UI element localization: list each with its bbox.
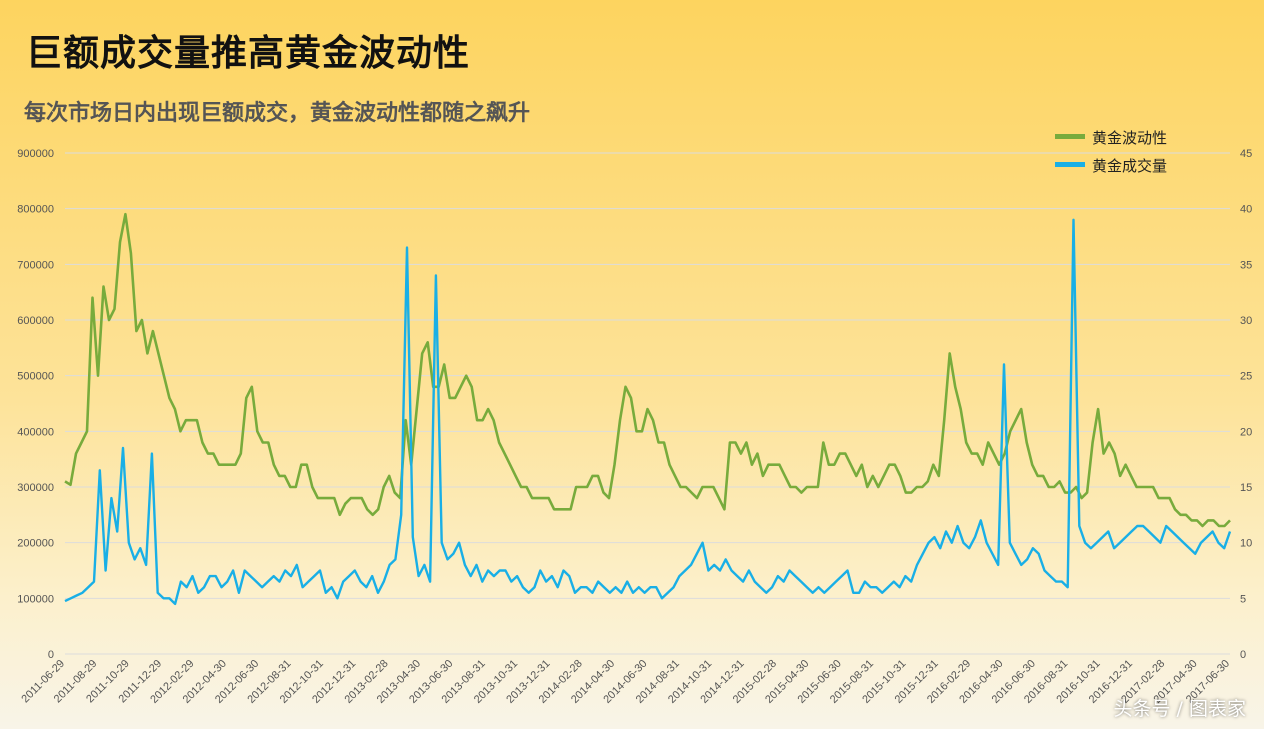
legend-label-volume: 黄金成交量: [1092, 157, 1167, 175]
y-left-tick-label: 200000: [17, 538, 54, 550]
y-left-tick-label: 400000: [17, 426, 54, 438]
y-right-tick-label: 0: [1240, 649, 1246, 661]
y-left-tick-label: 500000: [17, 371, 54, 383]
y-left-tick-label: 300000: [17, 482, 54, 494]
right-y-axis: 0 5 10 15 20 25 30 35 40 45: [1240, 148, 1252, 661]
y-right-tick-label: 30: [1240, 315, 1252, 327]
legend-swatch-volatility: [1055, 134, 1085, 139]
y-right-tick-label: 5: [1240, 593, 1246, 605]
y-right-tick-label: 35: [1240, 259, 1252, 271]
y-left-tick-label: 100000: [17, 593, 54, 605]
series-layer: [64, 212, 1232, 606]
series-line-volume: [64, 218, 1232, 606]
y-right-tick-label: 20: [1240, 426, 1252, 438]
y-right-tick-label: 45: [1240, 148, 1252, 160]
y-left-tick-label: 600000: [17, 315, 54, 327]
y-right-tick-label: 10: [1240, 538, 1252, 550]
legend-label-volatility: 黄金波动性: [1092, 129, 1167, 147]
x-axis: 2011-06-292011-08-292011-10-292011-12-29…: [19, 658, 1232, 706]
y-left-tick-label: 0: [48, 649, 54, 661]
left-y-axis: 0 100000 200000 300000 400000 500000 600000 700…: [17, 148, 54, 661]
y-left-tick-label: 800000: [17, 204, 54, 216]
watermark: 头条号 / 图表家: [1113, 698, 1246, 720]
y-right-tick-label: 25: [1240, 371, 1252, 383]
y-left-tick-label: 900000: [17, 148, 54, 160]
y-right-tick-label: 40: [1240, 204, 1252, 216]
chart-title: 巨额成交量推高黄金波动性: [26, 33, 471, 74]
y-left-tick-label: 700000: [17, 259, 54, 271]
chart-subtitle: 每次市场日内出现巨额成交，黄金波动性都随之飙升: [24, 101, 531, 126]
y-right-tick-label: 15: [1240, 482, 1252, 494]
legend-swatch-volume: [1055, 162, 1085, 167]
legend: 黄金波动性 黄金成交量: [1055, 129, 1167, 175]
gridlines: [65, 152, 1230, 655]
series-line-volatility: [64, 212, 1231, 528]
